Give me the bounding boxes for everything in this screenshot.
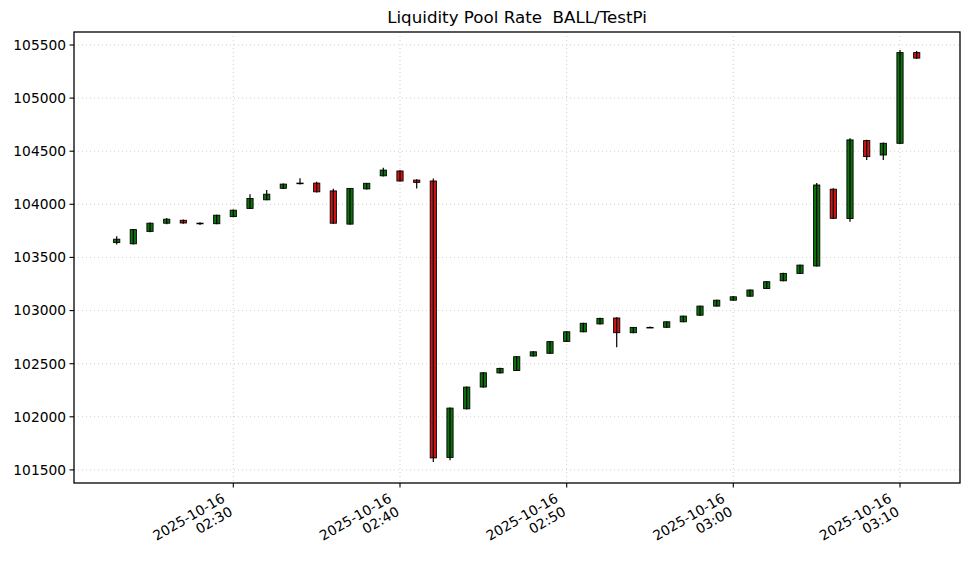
candle (814, 183, 820, 267)
candle (614, 317, 620, 347)
y-tick-label: 102000 (13, 409, 66, 425)
candle (447, 408, 453, 461)
candle (847, 138, 853, 222)
candle (247, 194, 253, 209)
candle (530, 351, 536, 356)
candle (730, 296, 736, 301)
candle (664, 321, 670, 327)
candle (764, 281, 770, 289)
x-tick-label: 2025-10-1602:30 (150, 490, 235, 557)
candlestick-chart: Liquidity Pool Rate BALL/TestPi 10150010… (0, 0, 973, 567)
candle (747, 290, 753, 297)
candle (114, 236, 120, 244)
y-tick-label: 101500 (13, 462, 66, 478)
y-tick-label: 102500 (13, 356, 66, 372)
candle (414, 179, 420, 188)
candle (714, 300, 720, 307)
candle (130, 229, 136, 245)
candle (197, 222, 203, 225)
candle (430, 179, 436, 462)
candle (880, 143, 886, 161)
candle (330, 189, 336, 224)
candle (630, 327, 636, 333)
candle (797, 265, 803, 274)
y-tick-label: 105000 (13, 90, 66, 106)
candle (230, 209, 236, 217)
candle (514, 356, 520, 371)
candle (497, 368, 503, 374)
candle (297, 178, 303, 184)
candle (397, 170, 403, 181)
candle (347, 188, 353, 225)
candle (597, 318, 603, 325)
candle (264, 190, 270, 200)
candle (380, 168, 386, 177)
candle (680, 316, 686, 323)
candle (364, 183, 370, 190)
candle (914, 51, 920, 59)
candle (647, 327, 653, 329)
candle (147, 223, 153, 233)
x-tick-label: 2025-10-1603:00 (650, 490, 735, 557)
candle (897, 50, 903, 144)
y-tick-label: 103000 (13, 302, 66, 318)
candle (314, 182, 320, 193)
candle (830, 188, 836, 219)
candle (180, 219, 186, 223)
y-tick-label: 105500 (13, 37, 66, 53)
candle (164, 218, 170, 224)
candle (697, 306, 703, 316)
y-tick-label: 104000 (13, 196, 66, 212)
candle (280, 184, 286, 189)
candle (864, 140, 870, 160)
x-tick-label: 2025-10-1603:10 (817, 490, 902, 557)
y-tick-label: 104500 (13, 143, 66, 159)
candle (547, 341, 553, 354)
x-tick-label: 2025-10-1602:40 (317, 490, 402, 557)
candle (464, 386, 470, 409)
candle (780, 273, 786, 282)
x-tick-label: 2025-10-1602:50 (483, 490, 568, 557)
y-tick-label: 103500 (13, 249, 66, 265)
candle (564, 331, 570, 342)
candle (480, 372, 486, 388)
candle (580, 323, 586, 333)
candle (214, 215, 220, 225)
